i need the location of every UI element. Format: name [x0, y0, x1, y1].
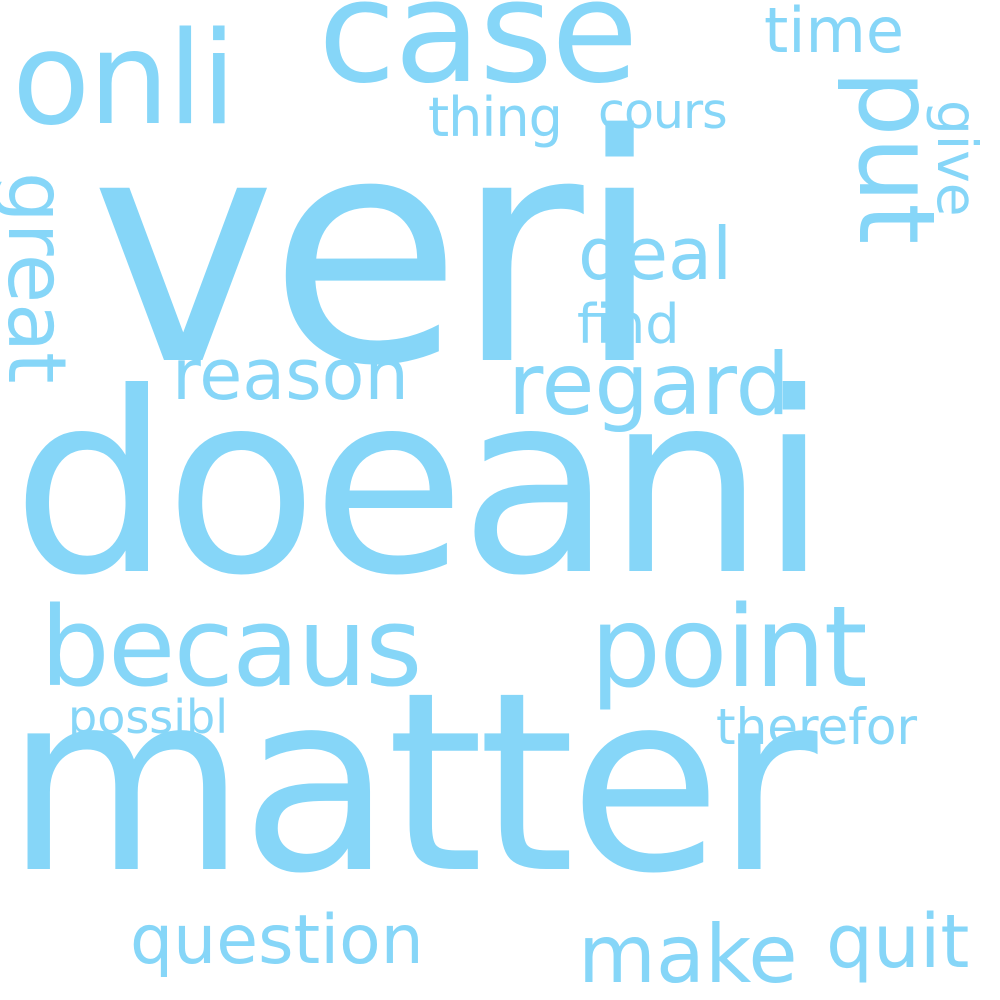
word-thing: thing [428, 86, 563, 149]
word-becaus: becaus [40, 583, 422, 711]
word-veri: veri [90, 69, 663, 435]
word-reason: reason [172, 334, 409, 416]
word-regard: regard [508, 335, 791, 435]
word-onli: onli [12, 5, 237, 154]
word-possibl: possibl [68, 690, 229, 744]
word-question: question [130, 901, 424, 980]
word-matter: matter [5, 640, 818, 928]
word-time: time [764, 0, 905, 67]
word-give: give [925, 100, 989, 217]
word-cours: cours [598, 83, 728, 140]
word-deal: deal [578, 212, 733, 296]
word-great: great [0, 172, 83, 384]
word-point: point [590, 583, 868, 713]
word-find: find [577, 293, 680, 356]
word-therefor: therefor [716, 698, 918, 756]
word-quit: quit [826, 899, 970, 985]
word-case: case [318, 0, 638, 115]
word-make: make [578, 908, 798, 1000]
word-doeani: doeani [12, 339, 829, 630]
